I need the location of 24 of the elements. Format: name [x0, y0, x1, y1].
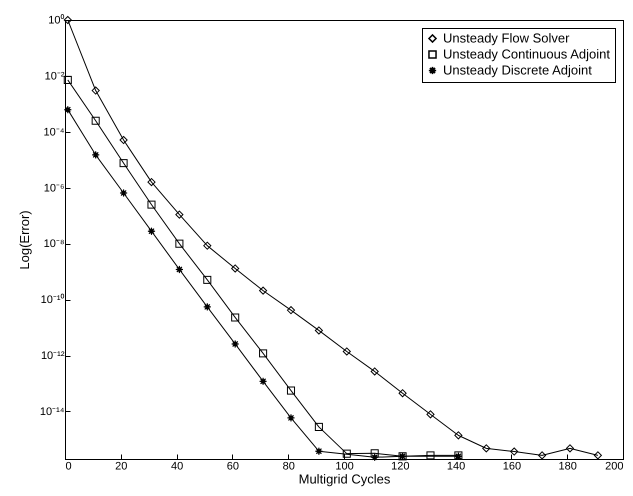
- legend-label: Unsteady Flow Solver: [443, 30, 570, 46]
- x-tick-label: 40: [170, 460, 184, 472]
- y-tick-label: 10⁻⁶: [44, 182, 64, 194]
- x-tick-label: 120: [391, 460, 410, 472]
- x-tick-label: 180: [558, 460, 577, 472]
- x-tick-label: 200: [605, 460, 624, 472]
- y-tick-label: 10⁰: [48, 14, 64, 26]
- x-tick-label: 20: [115, 460, 128, 472]
- x-axis-title: Multigrid Cycles: [298, 472, 391, 486]
- y-axis-title: Log(Error): [16, 210, 32, 270]
- legend-label: Unsteady Continuous Adjoint: [443, 46, 610, 62]
- x-tick-label: 80: [282, 460, 295, 472]
- y-tick-label: 10⁻¹²: [40, 350, 65, 362]
- y-tick-label: 10⁻¹⁴: [40, 406, 65, 418]
- y-tick-label: 10⁻¹⁰: [40, 293, 64, 306]
- x-tick-label: 100: [335, 460, 354, 472]
- y-tick-label: 10⁻⁴: [44, 126, 65, 138]
- y-tick-label: 10⁻⁸: [44, 238, 64, 250]
- y-tick-label: 10⁻²: [44, 70, 65, 82]
- x-tick-label: 140: [446, 460, 466, 472]
- legend-label: Unsteady Discrete Adjoint: [443, 62, 592, 78]
- x-tick-label: 0: [66, 460, 72, 472]
- x-tick-label: 160: [502, 460, 522, 472]
- x-tick-label: 60: [226, 460, 240, 472]
